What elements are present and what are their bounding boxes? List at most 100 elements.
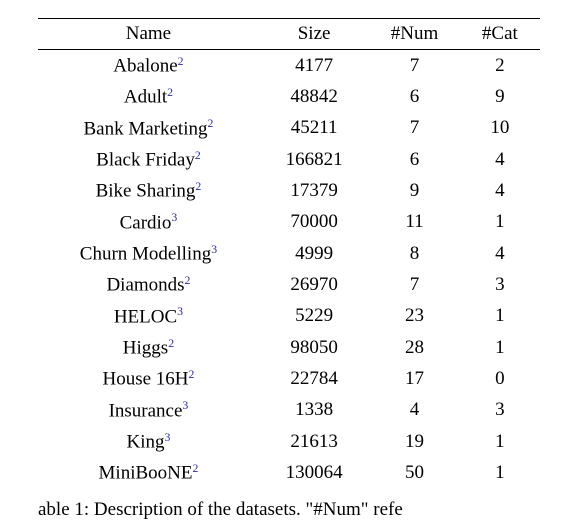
cell-cat: 1	[460, 301, 540, 332]
cell-num: 11	[369, 207, 459, 238]
dataset-ref-superscript: 2	[168, 337, 174, 350]
table-row: Bank Marketing245211710	[38, 113, 540, 144]
dataset-ref-superscript: 2	[167, 86, 173, 99]
cell-name: King3	[38, 426, 259, 457]
cell-num: 6	[369, 81, 459, 112]
cell-cat: 3	[460, 269, 540, 300]
table-row: Abalone2417772	[38, 50, 540, 82]
cell-num: 19	[369, 426, 459, 457]
cell-cat: 4	[460, 175, 540, 206]
cell-num: 17	[369, 363, 459, 394]
cell-cat: 10	[460, 113, 540, 144]
table-row: Cardio370000111	[38, 207, 540, 238]
dataset-ref-superscript: 3	[182, 399, 188, 412]
col-name: Name	[38, 19, 259, 50]
cell-name: House 16H2	[38, 363, 259, 394]
cell-num: 23	[369, 301, 459, 332]
table-row: Churn Modelling3499984	[38, 238, 540, 269]
cell-num: 8	[369, 238, 459, 269]
dataset-name: Bike Sharing	[96, 181, 196, 202]
cell-cat: 1	[460, 207, 540, 238]
cell-size: 17379	[259, 175, 369, 206]
cell-size: 70000	[259, 207, 369, 238]
cell-num: 9	[369, 175, 459, 206]
cell-size: 26970	[259, 269, 369, 300]
table-row: Black Friday216682164	[38, 144, 540, 175]
dataset-ref-superscript: 2	[195, 149, 201, 162]
cell-cat: 3	[460, 395, 540, 426]
cell-name: Diamonds2	[38, 269, 259, 300]
dataset-ref-superscript: 2	[178, 55, 184, 68]
dataset-ref-superscript: 2	[189, 368, 195, 381]
cell-num: 28	[369, 332, 459, 363]
dataset-ref-superscript: 3	[211, 243, 217, 256]
cell-cat: 0	[460, 363, 540, 394]
cell-size: 4999	[259, 238, 369, 269]
col-cat: #Cat	[460, 19, 540, 50]
cell-name: Abalone2	[38, 50, 259, 82]
cell-size: 45211	[259, 113, 369, 144]
table-header-row: Name Size #Num #Cat	[38, 19, 540, 50]
dataset-ref-superscript: 3	[177, 305, 183, 318]
cell-size: 5229	[259, 301, 369, 332]
cell-size: 4177	[259, 50, 369, 82]
cell-cat: 2	[460, 50, 540, 82]
col-size: Size	[259, 19, 369, 50]
dataset-ref-superscript: 2	[192, 462, 198, 475]
cell-num: 7	[369, 50, 459, 82]
dataset-name: MiniBooNE	[99, 463, 193, 484]
table-row: King321613191	[38, 426, 540, 457]
cell-num: 7	[369, 269, 459, 300]
cell-num: 7	[369, 113, 459, 144]
dataset-name: HELOC	[114, 306, 177, 327]
cell-name: Churn Modelling3	[38, 238, 259, 269]
cell-cat: 9	[460, 81, 540, 112]
cell-cat: 1	[460, 332, 540, 363]
cell-name: Bank Marketing2	[38, 113, 259, 144]
cell-size: 22784	[259, 363, 369, 394]
dataset-ref-superscript: 3	[164, 431, 170, 444]
table-row: Higgs298050281	[38, 332, 540, 363]
dataset-name: Cardio	[120, 212, 172, 233]
cell-name: Cardio3	[38, 207, 259, 238]
cell-size: 166821	[259, 144, 369, 175]
cell-size: 48842	[259, 81, 369, 112]
cell-size: 98050	[259, 332, 369, 363]
table-row: Adult24884269	[38, 81, 540, 112]
table-row: Diamonds22697073	[38, 269, 540, 300]
dataset-name: House 16H	[102, 369, 188, 390]
dataset-name: Bank Marketing	[83, 118, 207, 139]
dataset-name: Churn Modelling	[80, 243, 211, 264]
cell-num: 6	[369, 144, 459, 175]
cell-name: Higgs2	[38, 332, 259, 363]
cell-name: Adult2	[38, 81, 259, 112]
table-row: MiniBooNE2130064501	[38, 457, 540, 488]
dataset-name: King	[126, 431, 164, 452]
dataset-name: Abalone	[113, 55, 177, 76]
dataset-name: Insurance	[109, 400, 183, 421]
cell-size: 21613	[259, 426, 369, 457]
cell-size: 130064	[259, 457, 369, 488]
cell-num: 50	[369, 457, 459, 488]
cell-num: 4	[369, 395, 459, 426]
datasets-table: Name Size #Num #Cat Abalone2417772Adult2…	[38, 18, 540, 489]
cell-cat: 1	[460, 426, 540, 457]
dataset-name: Black Friday	[96, 149, 195, 170]
cell-name: MiniBooNE2	[38, 457, 259, 488]
dataset-name: Higgs	[123, 337, 168, 358]
col-num: #Num	[369, 19, 459, 50]
table-row: HELOC3 5229231	[38, 301, 540, 332]
cell-name: Bike Sharing2	[38, 175, 259, 206]
table-caption: able 1: Description of the datasets. "#N…	[38, 499, 540, 521]
dataset-name: Adult	[124, 87, 167, 108]
cell-cat: 4	[460, 238, 540, 269]
cell-size: 1338	[259, 395, 369, 426]
dataset-ref-superscript: 2	[208, 117, 214, 130]
dataset-name: Diamonds	[106, 275, 184, 296]
cell-name: Insurance3	[38, 395, 259, 426]
cell-cat: 1	[460, 457, 540, 488]
dataset-ref-superscript: 3	[171, 211, 177, 224]
cell-name: Black Friday2	[38, 144, 259, 175]
dataset-ref-superscript: 2	[195, 180, 201, 193]
table-row: Insurance3133843	[38, 395, 540, 426]
